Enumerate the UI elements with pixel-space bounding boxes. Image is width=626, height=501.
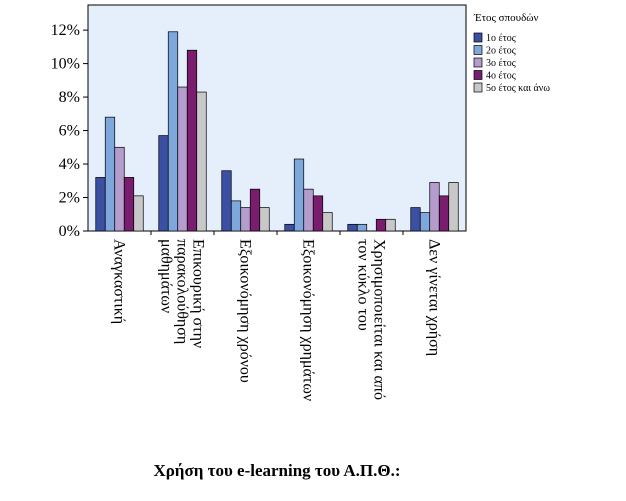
- bar: [312, 195, 324, 232]
- y-tick-label: 12%: [51, 22, 80, 39]
- legend-label: 1ο έτος: [486, 33, 516, 44]
- bar: [158, 135, 169, 232]
- bar: [95, 177, 106, 232]
- legend-label: 3ο έτος: [486, 58, 516, 69]
- bar: [448, 182, 459, 232]
- bar: [375, 218, 387, 232]
- bar: [104, 116, 116, 232]
- legend-label: 5ο έτος και άνω: [486, 83, 550, 94]
- bar: [259, 207, 270, 232]
- bar: [186, 49, 198, 232]
- bar: [177, 86, 188, 232]
- x-category-label: Αναγκαστική: [111, 239, 128, 324]
- bar: [249, 188, 261, 232]
- x-category-label: τον κύκλο του: [355, 239, 372, 331]
- bar: [347, 223, 358, 232]
- bar: [133, 195, 144, 232]
- legend-label: 4ο έτος: [486, 71, 516, 82]
- bar: [284, 223, 295, 232]
- bar: [410, 207, 421, 232]
- y-tick-label: 2%: [59, 190, 80, 207]
- bars: [95, 31, 459, 235]
- x-category-label: μαθημάτων: [158, 239, 175, 313]
- x-category-label: Εξοικονόμηση χρόνου: [237, 239, 254, 383]
- x-category-label: Δεν γίνεται χρήση: [426, 239, 443, 356]
- bar: [293, 158, 305, 232]
- bar: [356, 223, 368, 232]
- bar: [385, 218, 396, 232]
- x-category-label: Εξοικονόμηση χρημάτων: [300, 239, 317, 401]
- legend-swatch: [473, 70, 483, 80]
- x-category-label: Επικουρική στην: [190, 239, 207, 348]
- legend-swatch: [473, 82, 483, 93]
- legend-swatch: [473, 57, 483, 68]
- bar: [123, 177, 135, 232]
- x-category-label: παρακολούθηση: [174, 239, 191, 344]
- bar: [114, 146, 125, 232]
- bar: [167, 31, 179, 232]
- y-tick-label: 8%: [59, 89, 80, 106]
- legend-swatch: [473, 45, 483, 55]
- legend-label: 2ο έτος: [486, 46, 516, 57]
- legend-title: Έτος σπουδών: [473, 12, 539, 24]
- x-category-label: Χρησιμοποιείται και από: [371, 239, 388, 400]
- bar: [322, 212, 333, 232]
- y-tick-label: 10%: [51, 56, 80, 73]
- bar: [438, 195, 450, 232]
- y-axis: 0% 2% 4% 6% 8% 10% 12%: [51, 22, 88, 240]
- category-labels: Αναγκαστική Επικουρική στηνπαρακολούθησημ…: [111, 239, 443, 401]
- x-axis-title: Χρήση του e-learning του Α.Π.Θ.:: [153, 461, 400, 480]
- bar: [419, 212, 431, 232]
- y-tick-label: 0%: [59, 223, 80, 240]
- plot-area: [87, 4, 467, 232]
- bar: [429, 182, 440, 232]
- bar: [230, 200, 242, 232]
- legend-swatch: [473, 32, 483, 43]
- bar: [196, 91, 207, 232]
- bar: [240, 207, 251, 232]
- y-tick-label: 6%: [59, 123, 80, 140]
- bar: [221, 170, 232, 232]
- y-tick-label: 4%: [59, 156, 80, 173]
- bar: [303, 188, 314, 232]
